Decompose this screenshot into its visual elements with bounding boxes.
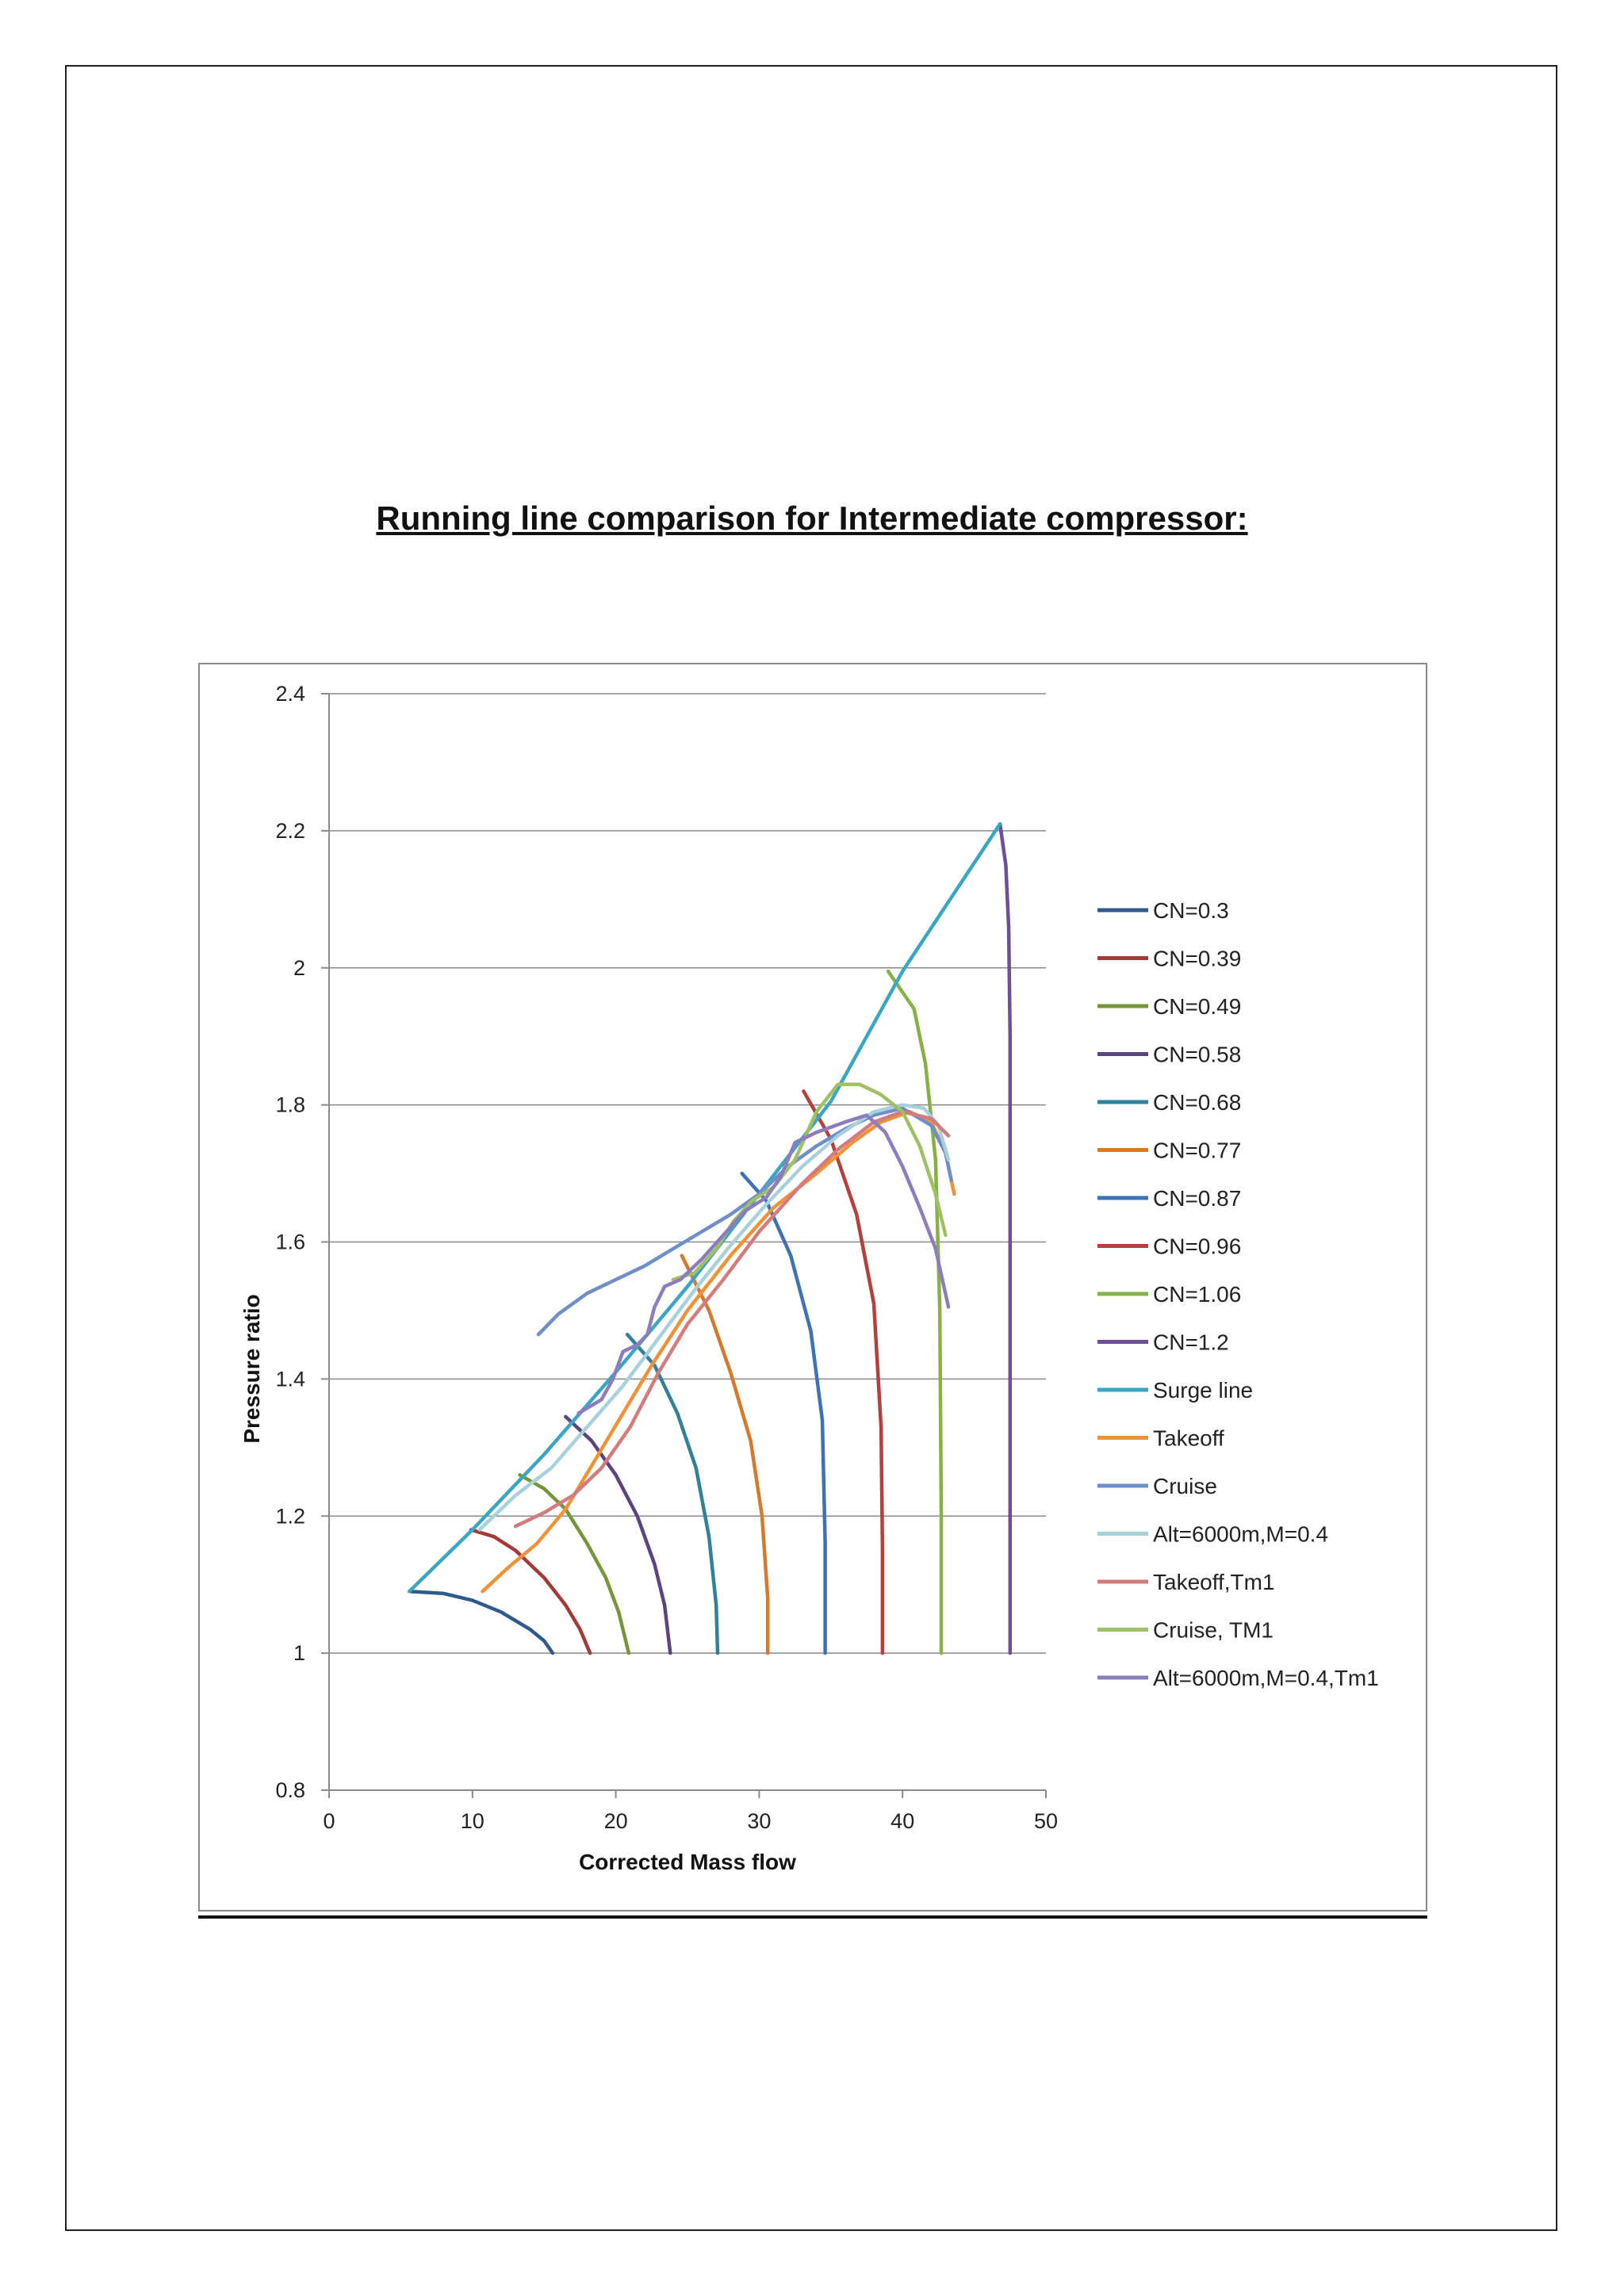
chart-container: 0.8 1 1.2 1.4 1.6 1.8 2 2.2 2.4 0 10 20 30 40 50 Correc…: [198, 663, 1427, 1911]
legend-label: CN=1.2: [1153, 1330, 1229, 1355]
y-tick-label: 2.2: [275, 819, 305, 843]
legend-label: CN=0.58: [1153, 1043, 1241, 1067]
series-line-4: [564, 1414, 672, 1655]
series-line-15: [513, 1110, 951, 1529]
series-line-2: [469, 1528, 592, 1655]
legend-label: CN=0.49: [1153, 994, 1241, 1019]
legend-label: Takeoff,Tm1: [1153, 1570, 1275, 1594]
legend-label: CN=0.39: [1153, 947, 1241, 971]
series-line-1: [407, 1590, 555, 1655]
bottom-rule: [198, 1915, 1427, 1919]
series-line-5: [625, 1332, 720, 1655]
series-line-7: [740, 1171, 827, 1655]
x-tick-label: 50: [1034, 1809, 1058, 1833]
page-border: [65, 65, 1557, 2231]
legend-label: Takeoff: [1153, 1426, 1224, 1451]
y-tick-label: 2: [293, 956, 305, 980]
legend-label: CN=0.96: [1153, 1234, 1241, 1259]
y-tick-label: 1: [293, 1641, 305, 1665]
x-tick-label: 30: [747, 1809, 771, 1833]
series-line-11: [407, 821, 1002, 1594]
series-line-6: [680, 1253, 770, 1655]
legend-label: Surge line: [1153, 1378, 1253, 1402]
series-line-9: [886, 969, 944, 1655]
y-axis-title: Pressure ratio: [239, 1294, 264, 1443]
legend-label: Cruise, TM1: [1153, 1618, 1274, 1643]
series-line-16: [671, 1082, 948, 1282]
y-tick-label: 1.4: [275, 1367, 305, 1391]
series-line-10: [998, 821, 1013, 1655]
x-tick-label: 40: [891, 1809, 914, 1833]
legend-label: CN=0.87: [1153, 1186, 1241, 1211]
y-tick-label: 1.8: [275, 1093, 305, 1117]
legend-label: Cruise: [1153, 1474, 1217, 1498]
series-line-17: [576, 1113, 951, 1415]
x-axis-title: Corrected Mass flow: [579, 1850, 796, 1874]
legend-label: CN=1.06: [1153, 1282, 1241, 1307]
y-tick-label: 1.6: [275, 1230, 305, 1254]
y-tick-label: 0.8: [275, 1778, 305, 1802]
y-tick-label: 2.4: [275, 682, 305, 706]
x-tick-label: 20: [604, 1809, 628, 1833]
x-tick-label: 10: [461, 1809, 485, 1833]
series-line-3: [518, 1473, 631, 1655]
legend-label: CN=0.77: [1153, 1138, 1241, 1163]
legend-label: Alt=6000m,M=0.4,Tm1: [1153, 1666, 1379, 1690]
legend-label: CN=0.3: [1153, 898, 1229, 923]
legend-label: Alt=6000m,M=0.4: [1153, 1522, 1328, 1547]
page-title: Running line comparison for Intermediate…: [376, 499, 1248, 537]
chart-svg: 0.8 1 1.2 1.4 1.6 1.8 2 2.2 2.4 0 10 20 30 40 50 Correc…: [239, 682, 1379, 1874]
series-line-14: [477, 1103, 951, 1532]
y-tick-label: 1.2: [275, 1504, 305, 1528]
x-tick-label: 0: [323, 1809, 335, 1833]
legend-label: CN=0.68: [1153, 1090, 1241, 1115]
